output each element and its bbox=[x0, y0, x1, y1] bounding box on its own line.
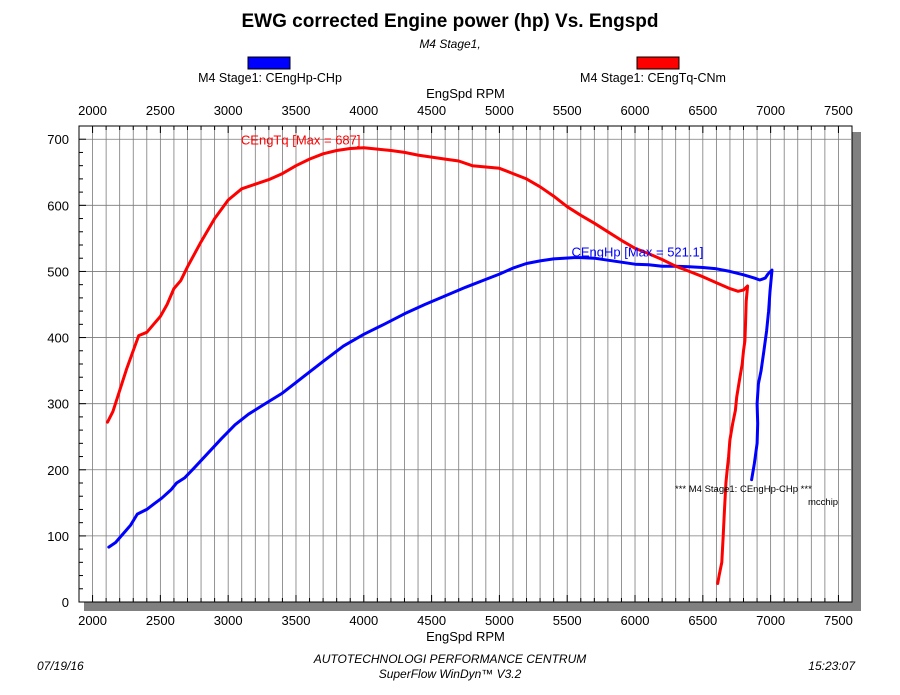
y-tick-label: 0 bbox=[62, 595, 69, 610]
x-tick-label-top: 6000 bbox=[621, 103, 650, 118]
chart-title: EWG corrected Engine power (hp) Vs. Engs… bbox=[241, 11, 659, 32]
note-user-line: mcchip bbox=[808, 497, 838, 508]
grid-lines bbox=[79, 126, 852, 602]
x-axis-label-bottom: EngSpd RPM bbox=[426, 629, 505, 644]
axis-ticks bbox=[79, 126, 839, 603]
x-tick-label-bottom: 7500 bbox=[824, 613, 853, 628]
x-tick-label-bottom: 5000 bbox=[485, 613, 514, 628]
x-tick-label-top: 3500 bbox=[282, 103, 311, 118]
y-tick-label: 100 bbox=[47, 529, 69, 544]
footer-software: SuperFlow WinDyn™ V3.2 bbox=[378, 667, 522, 681]
x-tick-label-top: 6500 bbox=[688, 103, 717, 118]
x-tick-label-top: 4000 bbox=[349, 103, 378, 118]
footer-company: AUTOTECHNOLOGI PERFORMANCE CENTRUM bbox=[313, 652, 587, 666]
x-tick-label-top: 7000 bbox=[756, 103, 785, 118]
x-tick-label-top: 3000 bbox=[214, 103, 243, 118]
x-tick-label-bottom: 2000 bbox=[78, 613, 107, 628]
y-tick-label: 200 bbox=[47, 463, 69, 478]
y-tick-label: 400 bbox=[47, 331, 69, 346]
x-tick-label-bottom: 6500 bbox=[688, 613, 717, 628]
legend-label-torque: M4 Stage1: CEngTq-CNm bbox=[580, 71, 726, 85]
y-tick-label: 700 bbox=[47, 132, 69, 147]
plot-area bbox=[78, 125, 853, 603]
x-tick-label-bottom: 5500 bbox=[553, 613, 582, 628]
legend-swatch-torque bbox=[636, 56, 680, 70]
footer-date: 07/19/16 bbox=[37, 659, 84, 673]
x-tick-label-top: 2500 bbox=[146, 103, 175, 118]
x-tick-label-bottom: 6000 bbox=[621, 613, 650, 628]
x-tick-label-bottom: 3500 bbox=[282, 613, 311, 628]
x-tick-label-bottom: 4500 bbox=[417, 613, 446, 628]
x-tick-label-top: 5500 bbox=[553, 103, 582, 118]
x-tick-label-bottom: 4000 bbox=[349, 613, 378, 628]
legend: M4 Stage1: CEngHp-CHp M4 Stage1: CEngTq-C… bbox=[198, 56, 726, 85]
annotation-hp-max: CEngHp [Max = 521.1] bbox=[571, 244, 703, 259]
x-tick-label-top: 2000 bbox=[78, 103, 107, 118]
labels-layer: 0 100 200 300 400 500 600 700 2000 2000 2500 2500 30… bbox=[47, 86, 853, 644]
x-tick-label-top: 7500 bbox=[824, 103, 853, 118]
footer-time: 15:23:07 bbox=[808, 659, 855, 673]
legend-swatch-hp bbox=[247, 56, 291, 70]
y-tick-label: 300 bbox=[47, 397, 69, 412]
x-axis-label-top: EngSpd RPM bbox=[426, 86, 505, 101]
y-tick-label: 600 bbox=[47, 198, 69, 213]
note-series-line: *** M4 Stage1: CEngHp-CHp *** bbox=[675, 484, 812, 495]
x-tick-label-top: 4500 bbox=[417, 103, 446, 118]
series-line-torque bbox=[106, 146, 750, 585]
y-tick-label: 500 bbox=[47, 264, 69, 279]
series-layer bbox=[106, 146, 774, 585]
chart-subtitle: M4 Stage1, bbox=[419, 37, 481, 51]
x-tick-label-bottom: 3000 bbox=[214, 613, 243, 628]
x-tick-label-top: 5000 bbox=[485, 103, 514, 118]
x-tick-label-bottom: 2500 bbox=[146, 613, 175, 628]
legend-label-hp: M4 Stage1: CEngHp-CHp bbox=[198, 71, 342, 85]
annotation-torque-max: CEngTq [Max = 687] bbox=[241, 133, 361, 148]
series-line-hp bbox=[107, 256, 774, 549]
x-tick-label-bottom: 7000 bbox=[756, 613, 785, 628]
